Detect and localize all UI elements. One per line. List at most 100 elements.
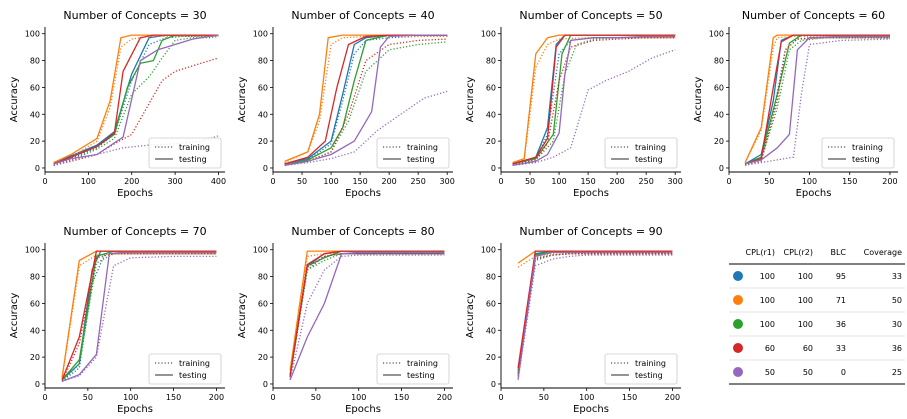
x-tick-label: 200 [209, 393, 224, 402]
y-tick-label: 0 [263, 380, 268, 389]
y-tick-label: 60 [258, 299, 268, 308]
chart-panel: Number of Concepts = 90 0 20 40 60 80 100 0 50 10… [465, 225, 681, 415]
training-line [284, 41, 448, 166]
table-cell: 95 [836, 272, 846, 281]
table-cell: 25 [892, 368, 902, 377]
x-tick-label: 150 [166, 393, 181, 402]
series-group [284, 34, 448, 166]
y-tick-label: 100 [253, 246, 268, 255]
testing-line [744, 34, 890, 165]
chart-title: Number of Concepts = 30 [63, 9, 206, 22]
y-tick-label: 80 [30, 273, 40, 282]
table-cell: 100 [798, 272, 813, 281]
y-tick-label: 60 [30, 299, 40, 308]
training-line [512, 37, 676, 166]
chart-title: Number of Concepts = 50 [519, 9, 662, 22]
y-tick-label: 20 [258, 353, 268, 362]
y-tick-label: 100 [481, 30, 496, 39]
testing-line [61, 250, 217, 381]
x-axis-label: Epochs [345, 188, 381, 199]
results-table: CPL(r1) CPL(r2) BLC Coverage 100 100 95 33 100 10… [729, 248, 905, 385]
y-tick-label: 100 [25, 246, 40, 255]
legend-training-label: training [179, 359, 210, 368]
legend-testing-label: testing [635, 155, 663, 164]
training-line [744, 37, 890, 166]
chart-panels: Number of Concepts = 30 0 20 40 60 80 100 0 100 2… [9, 9, 898, 415]
y-tick-label: 20 [486, 353, 496, 362]
table-header: BLC [830, 248, 846, 257]
y-axis-label: Accuracy [237, 293, 248, 339]
x-axis-label: Epochs [117, 404, 153, 415]
y-tick-label: 80 [258, 57, 268, 66]
table-cell: 100 [798, 320, 813, 329]
x-tick-label: 50 [311, 393, 321, 402]
x-tick-label: 150 [622, 393, 637, 402]
legend-training-label: training [407, 143, 438, 152]
table-cell: 100 [760, 296, 775, 305]
x-tick-label: 200 [882, 177, 897, 186]
legend-training-label: training [179, 143, 210, 152]
testing-line [284, 34, 448, 166]
table-cell: 0 [841, 368, 846, 377]
legend: training testing [148, 137, 222, 169]
x-tick-label: 0 [42, 177, 47, 186]
y-axis-label: Accuracy [9, 77, 20, 123]
x-tick-label: 400 [211, 177, 226, 186]
testing-line [744, 35, 890, 165]
legend-box [604, 137, 678, 169]
table-header: CPL(r1) [746, 248, 776, 257]
y-tick-label: 40 [258, 110, 268, 119]
chart-panel: Number of Concepts = 70 0 20 40 60 80 100 0 50 10… [9, 225, 225, 415]
legend: training testing [376, 353, 450, 385]
x-tick-label: 150 [842, 177, 857, 186]
table-cell: 71 [836, 296, 846, 305]
training-line [53, 135, 219, 166]
legend: training testing [821, 137, 895, 169]
training-line [512, 49, 676, 166]
legend-testing-label: testing [635, 371, 663, 380]
series-group [744, 34, 891, 166]
y-tick-label: 20 [30, 353, 40, 362]
table-cell: 30 [892, 320, 902, 329]
chart-title: Number of Concepts = 90 [519, 225, 662, 238]
training-line [744, 38, 891, 166]
x-tick-label: 100 [551, 177, 566, 186]
y-tick-label: 0 [491, 380, 496, 389]
legend-training-label: training [852, 143, 883, 152]
x-tick-label: 0 [498, 393, 503, 402]
legend-testing-label: testing [407, 155, 435, 164]
y-tick-label: 40 [486, 110, 496, 119]
legend: training testing [376, 137, 450, 169]
legend-testing-label: testing [407, 371, 435, 380]
testing-line [289, 250, 445, 376]
legend-box [376, 353, 450, 385]
testing-line [289, 251, 445, 381]
y-axis-label: Accuracy [465, 293, 476, 339]
x-axis-label: Epochs [573, 188, 609, 199]
x-tick-label: 0 [726, 177, 731, 186]
testing-line [517, 250, 673, 371]
x-tick-label: 50 [297, 177, 307, 186]
table-header: CPL(r2) [784, 248, 814, 257]
legend-box [148, 137, 222, 169]
row-color-dot [733, 295, 743, 305]
table-cell: 50 [892, 296, 902, 305]
legend-box [376, 137, 450, 169]
series-group [289, 250, 445, 381]
chart-title: Number of Concepts = 60 [742, 9, 885, 22]
chart-title: Number of Concepts = 80 [291, 225, 434, 238]
x-axis-label: Epochs [573, 404, 609, 415]
y-tick-label: 0 [35, 164, 40, 173]
legend-training-label: training [635, 359, 666, 368]
table-cell: 36 [836, 320, 846, 329]
legend: training testing [604, 137, 678, 169]
y-tick-label: 40 [258, 326, 268, 335]
series-group [512, 34, 676, 166]
x-tick-label: 250 [411, 177, 426, 186]
x-axis-label: Epochs [117, 188, 153, 199]
testing-line [512, 35, 676, 166]
y-tick-label: 80 [486, 273, 496, 282]
training-line [512, 37, 676, 165]
x-tick-label: 150 [394, 393, 409, 402]
